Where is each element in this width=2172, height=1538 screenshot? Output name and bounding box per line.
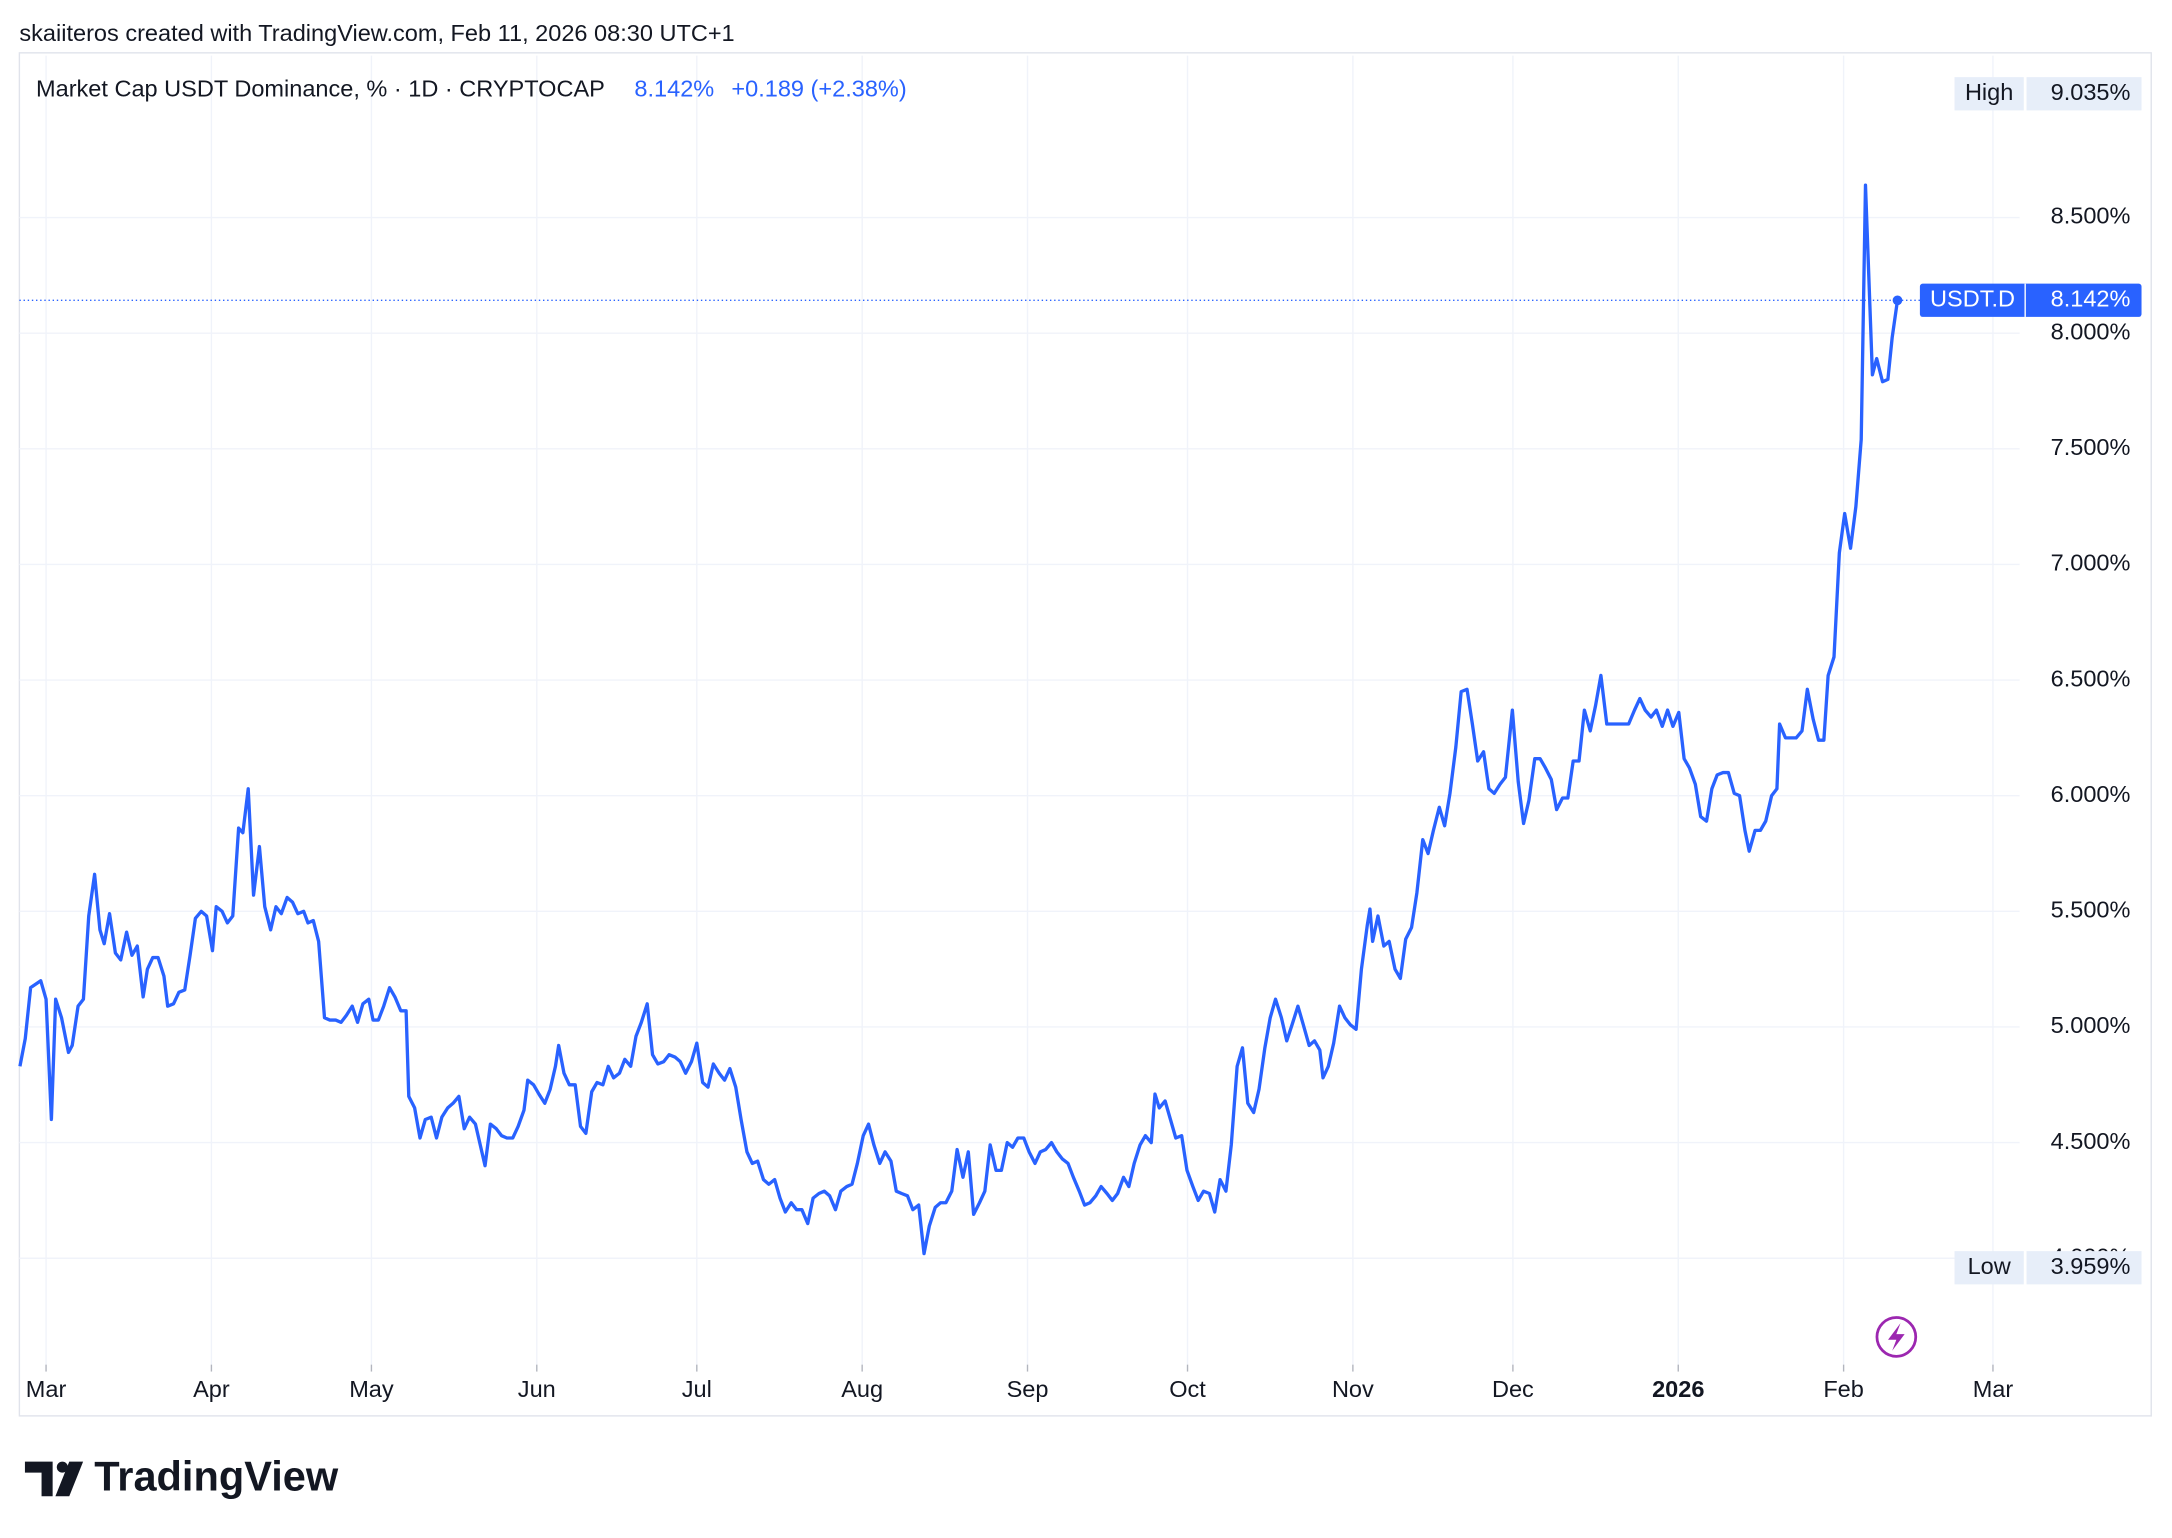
high-value-box <box>2026 77 2142 111</box>
change: +0.189 (+2.38%) <box>731 75 906 101</box>
price-line <box>18 183 1900 1256</box>
x-tick-label: Sep <box>1007 1376 1049 1402</box>
low-value: 3.959% <box>2051 1253 2131 1279</box>
high-label-box <box>1954 77 2024 111</box>
x-tick-label: Aug <box>841 1376 883 1402</box>
low-label: Low <box>1968 1253 2012 1279</box>
x-tick-label: Jun <box>518 1376 556 1402</box>
grid <box>19 55 2020 1365</box>
x-tick-label: Mar <box>1973 1376 2014 1402</box>
series-name: USDT.D <box>1930 286 2015 312</box>
low-label-box <box>1954 1251 2024 1285</box>
icon-bolt <box>1888 1323 1905 1351</box>
x-tick-label: Mar <box>26 1376 67 1402</box>
y-tick-label: 6.000% <box>2051 781 2131 807</box>
chart-frame <box>18 52 2152 1417</box>
logo-slash <box>55 1461 84 1497</box>
x-tick-label: Feb <box>1823 1376 1864 1402</box>
axes: 4.000%4.500%5.000%5.500%6.000%6.500%7.00… <box>26 77 2142 1402</box>
high-value: 9.035% <box>2051 79 2131 105</box>
x-tick-label: Dec <box>1492 1376 1534 1402</box>
y-tick-label: 6.500% <box>2051 665 2131 691</box>
price-label-box <box>1919 283 2142 317</box>
y-tick-label: 7.500% <box>2051 434 2131 460</box>
x-tick-label: May <box>349 1376 394 1402</box>
y-tick-label: 8.000% <box>2051 318 2131 344</box>
low-value-box <box>2026 1251 2142 1285</box>
credit: skaiiteros created with TradingView.com,… <box>19 20 734 46</box>
x-tick-label: Nov <box>1332 1376 1374 1402</box>
x-tick-label: Jul <box>682 1376 712 1402</box>
y-tick-label: 5.500% <box>2051 897 2131 923</box>
flash-icon <box>1875 1316 1918 1358</box>
y-tick-label: 7.000% <box>2051 550 2131 576</box>
brand: TradingView <box>94 1453 339 1500</box>
x-tick-label: 2026 <box>1652 1376 1704 1402</box>
y-tick-label: 4.500% <box>2051 1128 2131 1154</box>
logo-mark <box>24 1461 53 1497</box>
last-value: 8.142% <box>634 75 714 101</box>
x-tick-label: Oct <box>1169 1376 1206 1402</box>
plot <box>18 183 2020 1256</box>
chart-title: Market Cap USDT Dominance, % · 1D · CRYP… <box>36 75 605 101</box>
brand-logo: TradingView <box>24 1453 339 1500</box>
logo-dot <box>56 1461 68 1473</box>
y-tick-label: 5.000% <box>2051 1012 2131 1038</box>
y-tick-label: 8.500% <box>2051 203 2131 229</box>
high-label: High <box>1965 79 2013 105</box>
price-label: 8.142% <box>2051 286 2131 312</box>
x-tick-label: Apr <box>193 1376 230 1402</box>
last-point <box>1892 295 1903 306</box>
